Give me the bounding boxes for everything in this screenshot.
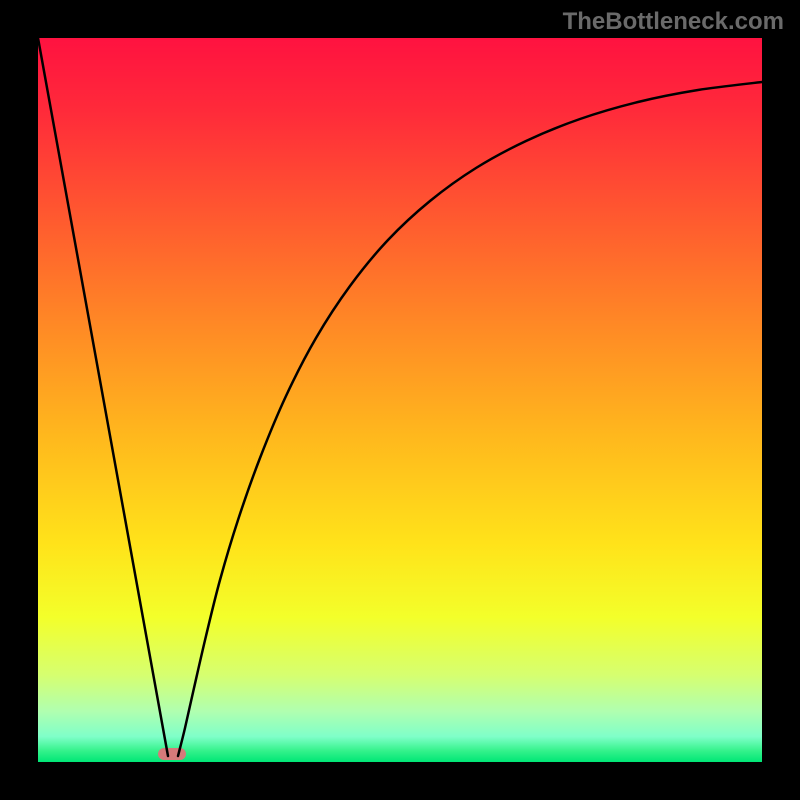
plot-area <box>38 38 762 762</box>
watermark-text: TheBottleneck.com <box>563 8 784 36</box>
chart-container: TheBottleneck.com <box>0 0 800 800</box>
bottleneck-curve <box>38 38 762 762</box>
